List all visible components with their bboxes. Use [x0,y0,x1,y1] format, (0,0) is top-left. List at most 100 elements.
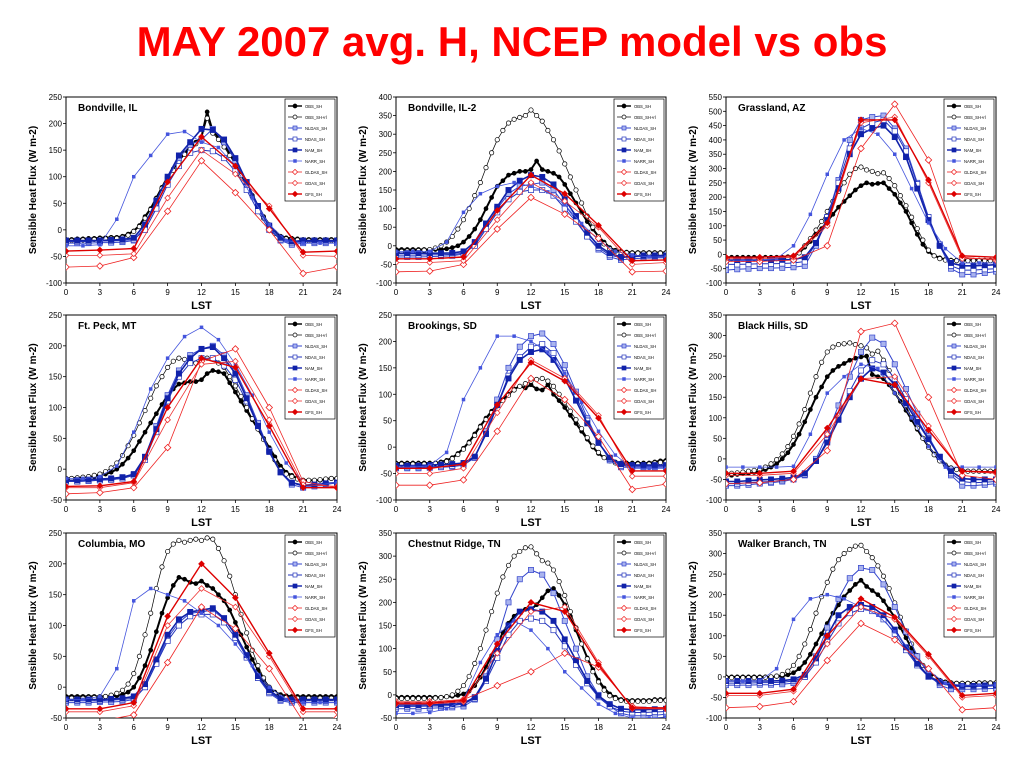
x-axis-label: LST [191,735,212,747]
data-point [277,469,284,476]
data-point [301,700,305,705]
legend-label: GDAS_SH [634,617,654,622]
data-point [596,429,601,434]
y-axis-label: Sensible Heat Flux (W m-2) [688,126,699,254]
data-point [528,107,534,113]
y-tick-label: 250 [709,352,723,361]
data-point [595,661,602,669]
data-point [568,413,573,418]
data-point [550,192,557,199]
legend-label: NAM_SH [634,584,651,589]
data-point [527,667,535,676]
x-tick-label: 15 [231,723,240,732]
legend-swatch-marker [622,159,626,163]
data-point [664,715,666,718]
y-tick-label: 400 [379,93,393,102]
data-point [505,631,512,638]
data-point [460,217,467,223]
data-point [852,543,858,549]
legend-swatch-marker [621,539,627,545]
data-point [534,551,540,557]
data-point [556,579,562,585]
data-point [846,373,853,380]
data-point [579,200,585,206]
data-point [869,125,876,132]
y-tick-label: -50 [380,470,392,479]
data-point [774,465,779,469]
legend-label: GFS_SH [634,192,651,197]
data-point [823,640,831,648]
legend-swatch-marker [622,377,626,381]
y-tick-label: 150 [49,591,63,600]
data-point [539,617,546,624]
data-point [819,631,824,637]
data-point [444,706,449,711]
data-point [891,613,899,621]
legend-label: NDAS_SH [964,355,984,360]
data-point [595,242,602,249]
y-tick-label: 150 [49,146,63,155]
legend-label: GLDAS_SH [964,388,986,393]
data-point [914,232,920,237]
x-tick-label: 6 [461,288,466,297]
data-point [756,253,764,261]
legend-label: GLDAS_SH [964,606,986,611]
data-point [595,679,602,685]
legend-label: NAM_SH [305,366,322,371]
data-point [825,592,829,597]
x-tick-label: 12 [857,288,866,297]
data-point [137,675,142,681]
x-axis-label: LST [851,300,872,312]
x-tick-label: 12 [857,505,866,514]
x-tick-label: 0 [724,505,729,514]
data-point [115,666,119,671]
data-point [613,249,618,254]
data-point [556,148,562,154]
data-point [926,221,931,225]
data-point [857,375,865,383]
data-point [472,660,478,666]
data-point [193,536,199,542]
data-point [96,705,104,713]
data-point [483,675,489,682]
legend-label: OBS_SH+rl [964,551,986,556]
x-tick-label: 18 [594,288,603,297]
data-point [835,557,842,563]
data-point [411,249,415,254]
data-point [755,702,764,711]
data-point [164,395,171,402]
data-point [594,234,603,243]
data-point [444,450,449,455]
data-point [662,267,666,275]
legend-label: OBS_SH+rl [964,115,986,120]
data-point [216,145,221,150]
data-point [459,260,468,269]
data-point [232,383,238,389]
legend-label: GDAS_SH [964,399,984,404]
data-point [119,474,126,481]
y-tick-label: 350 [709,150,723,159]
data-point [96,488,104,497]
data-point [596,702,601,706]
data-point [847,588,853,593]
data-point [175,616,182,623]
data-point [556,398,562,403]
data-point [265,664,274,673]
data-point [187,608,194,615]
data-point [618,461,624,468]
data-point [562,669,567,674]
data-point [830,566,836,572]
data-point [466,234,472,239]
data-point [495,632,500,637]
data-point [148,647,154,653]
y-tick-label: 0 [388,443,393,452]
data-point [823,430,831,438]
data-point [567,609,573,615]
data-point [943,681,948,685]
data-point [478,660,483,665]
data-point [880,581,887,588]
legend-label: NARR_SH [634,159,654,164]
legend-swatch-marker [951,365,957,371]
data-point [539,608,546,615]
data-point [182,599,187,603]
